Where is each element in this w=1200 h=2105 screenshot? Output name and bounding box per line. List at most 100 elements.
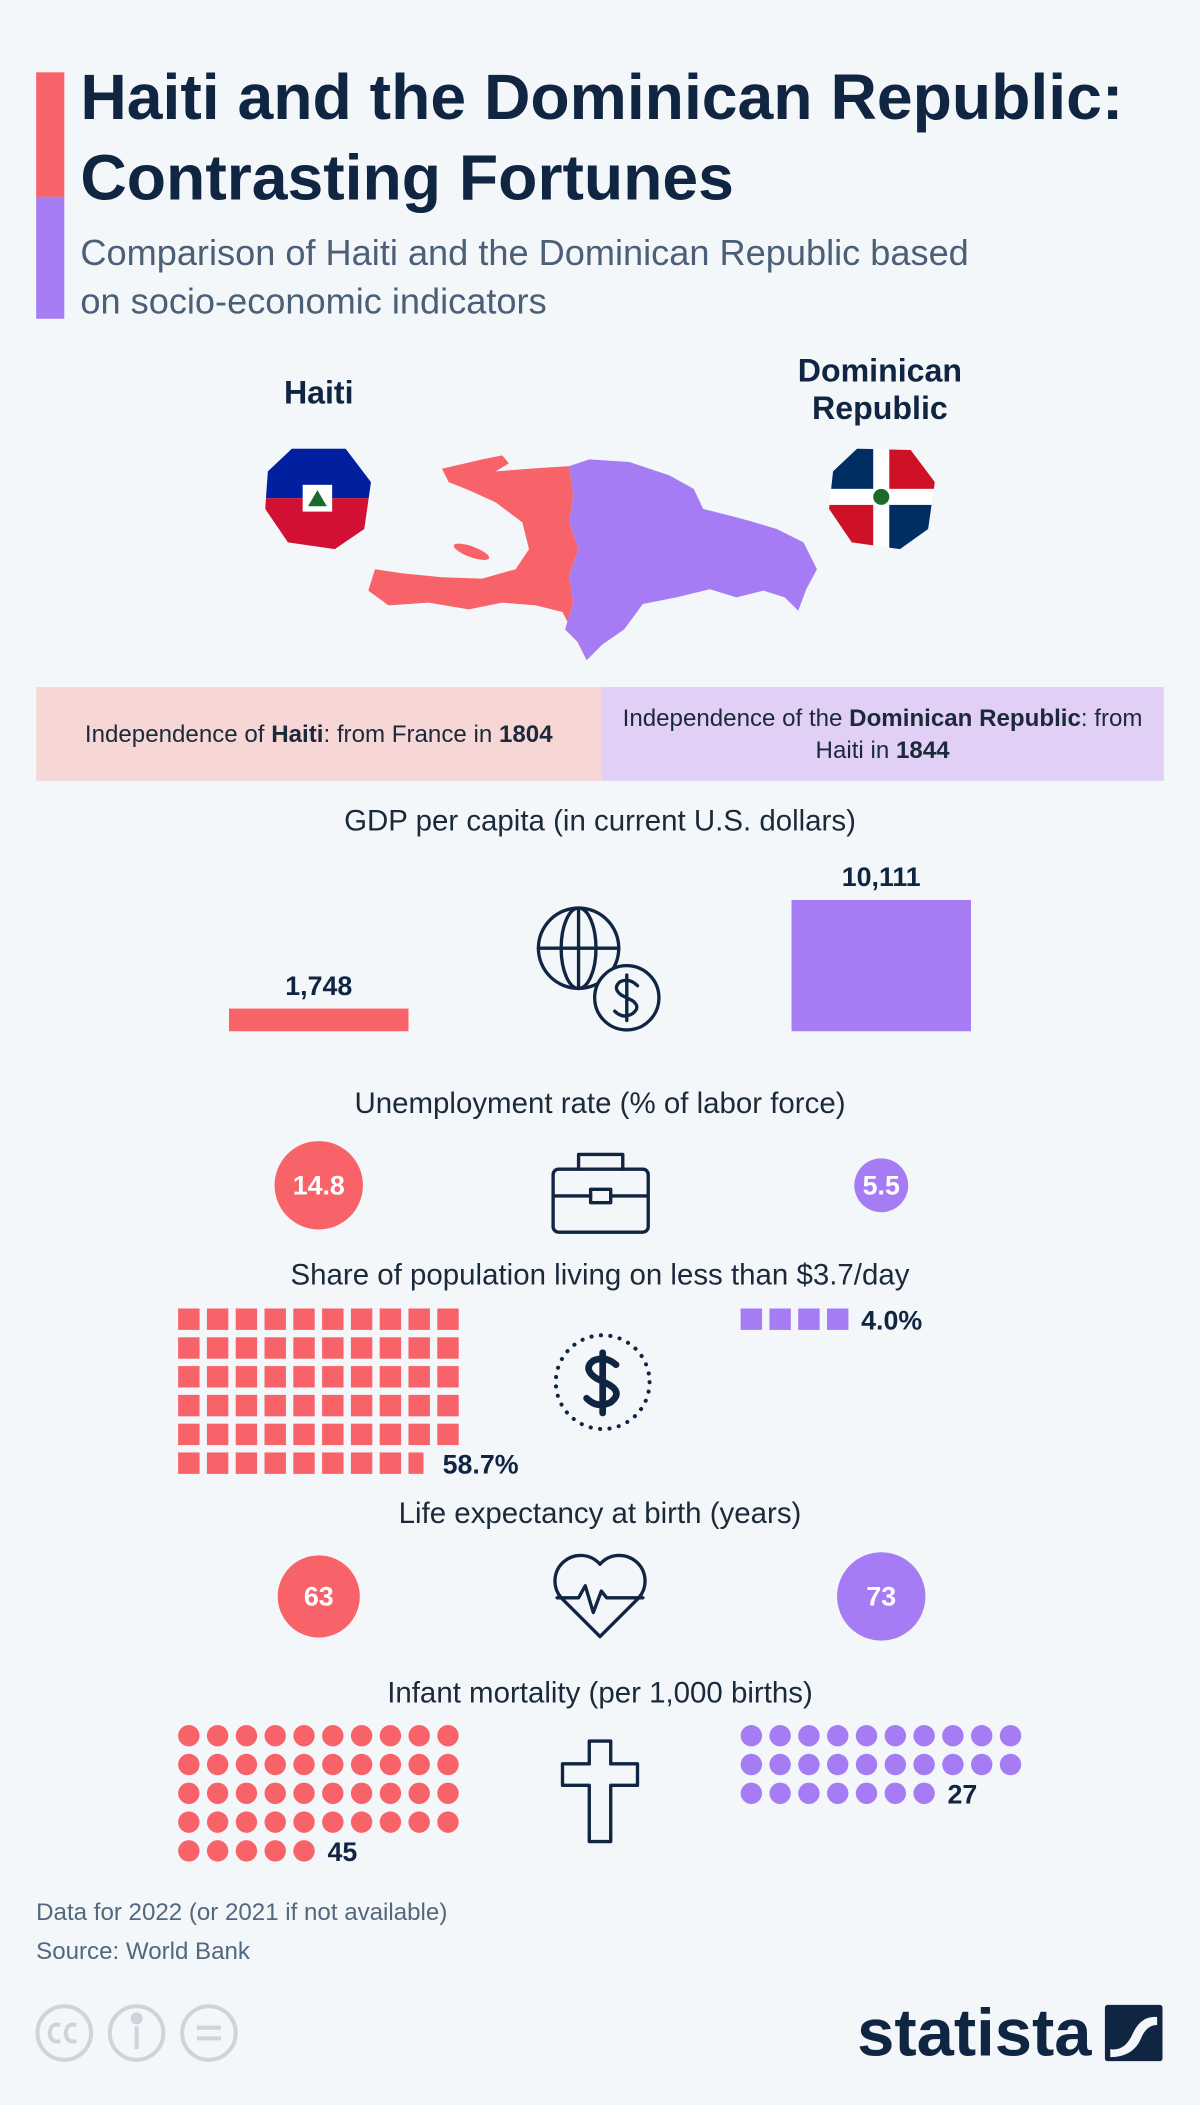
dot [437, 1753, 459, 1776]
square [827, 1308, 849, 1330]
dot [264, 1753, 286, 1776]
square [379, 1423, 402, 1446]
independence-text: Independence of Haiti: from France in 18… [36, 687, 601, 781]
country-name: Dominican Republic [797, 353, 963, 428]
dot [999, 1753, 1022, 1776]
dot [293, 1782, 315, 1805]
dot [827, 1782, 849, 1805]
text-segment: 1804 [498, 720, 553, 748]
dot [322, 1753, 344, 1776]
dot [970, 1725, 993, 1747]
square [264, 1308, 286, 1330]
square [350, 1452, 373, 1474]
square [235, 1308, 258, 1330]
dot [178, 1725, 200, 1747]
dot [769, 1725, 791, 1747]
country-name-box: Dominican Republic [797, 353, 963, 428]
square [322, 1423, 344, 1446]
value-label: 58.7% [443, 1450, 519, 1480]
value-label: 1,748 [285, 971, 352, 1001]
square [178, 1308, 200, 1330]
dot [350, 1782, 373, 1805]
indicator-title: GDP per capita (in current U.S. dollars) [344, 804, 856, 837]
dot [264, 1725, 286, 1747]
square [437, 1337, 459, 1359]
square [379, 1452, 402, 1474]
square [379, 1366, 402, 1388]
dot [178, 1782, 200, 1805]
dot [293, 1753, 315, 1776]
dot [408, 1782, 430, 1805]
square [437, 1423, 459, 1446]
bar [229, 1008, 409, 1032]
dr-map [565, 459, 817, 661]
dot [264, 1782, 286, 1805]
text-segment: : from France in [323, 720, 499, 748]
dot [942, 1753, 964, 1776]
accent-bar [36, 196, 65, 319]
dot [884, 1753, 907, 1776]
globe-icon [536, 906, 661, 1032]
square [178, 1337, 200, 1359]
dot [350, 1811, 373, 1833]
square [235, 1337, 258, 1359]
dot [235, 1782, 258, 1805]
title-box: Haiti and the Dominican Republic: Contra… [80, 63, 1123, 214]
dot [379, 1811, 402, 1833]
square [408, 1337, 430, 1359]
dot [235, 1753, 258, 1776]
square [264, 1337, 286, 1359]
square [206, 1452, 229, 1474]
text-segment: : from Haiti in [815, 704, 1150, 764]
dot [206, 1753, 229, 1776]
dot [827, 1725, 849, 1747]
bar [791, 900, 971, 1032]
subtitle: Comparison of Haiti and the Dominican Re… [80, 233, 969, 322]
dot [798, 1753, 820, 1776]
square [322, 1308, 344, 1330]
briefcase-icon [551, 1152, 650, 1234]
dot [264, 1840, 286, 1862]
dot [942, 1725, 964, 1747]
square [178, 1452, 200, 1474]
dollar-icon [553, 1333, 652, 1432]
dot [855, 1753, 878, 1776]
country-name: Haiti [284, 374, 354, 410]
square [293, 1423, 315, 1446]
text-segment: Dominican Republic [849, 704, 1081, 732]
square [350, 1394, 373, 1417]
cross-icon [560, 1739, 640, 1844]
square [264, 1394, 286, 1417]
independence-sentence: Independence of Haiti: from France in 18… [85, 718, 553, 750]
square [408, 1452, 424, 1474]
heart-icon [553, 1553, 647, 1639]
square [235, 1423, 258, 1446]
haiti-map [368, 455, 587, 661]
footer-note: Data for 2022 (or 2021 if not available) [36, 1899, 447, 1926]
dot [178, 1753, 200, 1776]
independence-text-box: Independence of Haiti: from France in 18… [36, 687, 601, 781]
square [769, 1308, 791, 1330]
square [350, 1337, 373, 1359]
text-segment: Independence of the [622, 704, 850, 732]
value-label: 14.8 [293, 1170, 345, 1200]
square [350, 1308, 373, 1330]
square [350, 1423, 373, 1446]
square [206, 1366, 229, 1388]
square [206, 1394, 229, 1417]
square [437, 1366, 459, 1388]
value-label: 4.0% [861, 1306, 922, 1336]
dot [264, 1811, 286, 1833]
dot [293, 1840, 315, 1862]
independence-text-box: Independence of the Dominican Republic: … [622, 704, 1150, 764]
dot [437, 1725, 459, 1747]
square [235, 1366, 258, 1388]
dot [913, 1725, 935, 1747]
dot [913, 1753, 935, 1776]
square [293, 1366, 315, 1388]
dot [970, 1753, 993, 1776]
square [740, 1308, 763, 1330]
haiti-island [453, 543, 490, 560]
